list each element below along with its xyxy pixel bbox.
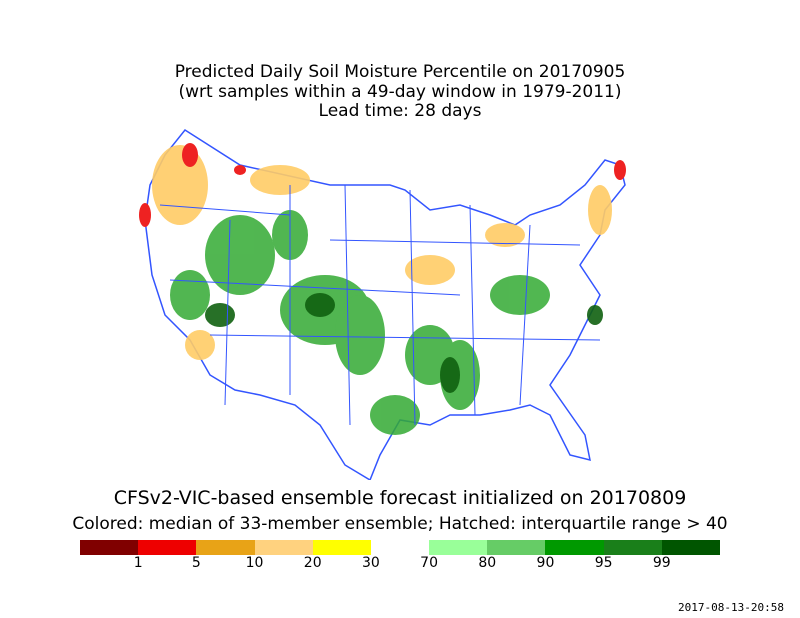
legend-swatch — [603, 540, 662, 555]
legend-swatch — [196, 540, 255, 555]
legend-swatch — [370, 540, 430, 555]
legend-tick-label: 1 — [133, 555, 143, 571]
forecast-subtitle: CFSv2-VIC-based ensemble forecast initia… — [113, 487, 687, 509]
soil-moisture-map — [139, 129, 626, 480]
color-legend: 1 5 10 20 30 70 80 90 95 99 — [80, 540, 720, 580]
very-dry-regions — [139, 143, 626, 227]
legend-swatch — [429, 540, 488, 555]
legend-swatch — [254, 540, 313, 555]
legend-tick-label: 70 — [420, 555, 438, 571]
legend-swatch — [545, 540, 604, 555]
legend-tick-label: 5 — [191, 555, 201, 571]
legend-swatch — [138, 540, 197, 555]
legend-tick-label: 30 — [361, 555, 380, 571]
legend-tick-label: 20 — [303, 555, 322, 571]
legend-tick-label: 90 — [536, 555, 555, 571]
legend-note: Colored: median of 33-member ensemble; H… — [72, 514, 728, 534]
legend-swatch — [661, 540, 720, 555]
legend-swatch — [312, 540, 371, 555]
legend-tick-label: 10 — [245, 555, 264, 571]
map-title-line-3: Lead time: 28 days — [318, 101, 482, 121]
timestamp: 2017-08-13-20:58 — [678, 601, 784, 614]
legend-tick-label: 99 — [652, 555, 671, 571]
state-boundaries — [159, 184, 601, 426]
map-title-line-1: Predicted Daily Soil Moisture Percentile… — [174, 62, 626, 82]
legend-swatch — [487, 540, 546, 555]
us-outline — [144, 129, 626, 480]
legend-tick-label: 80 — [478, 555, 497, 571]
legend-swatch — [80, 540, 139, 555]
legend-tick-label: 95 — [594, 555, 613, 571]
map-title-line-2: (wrt samples within a 49-day window in 1… — [178, 82, 622, 102]
